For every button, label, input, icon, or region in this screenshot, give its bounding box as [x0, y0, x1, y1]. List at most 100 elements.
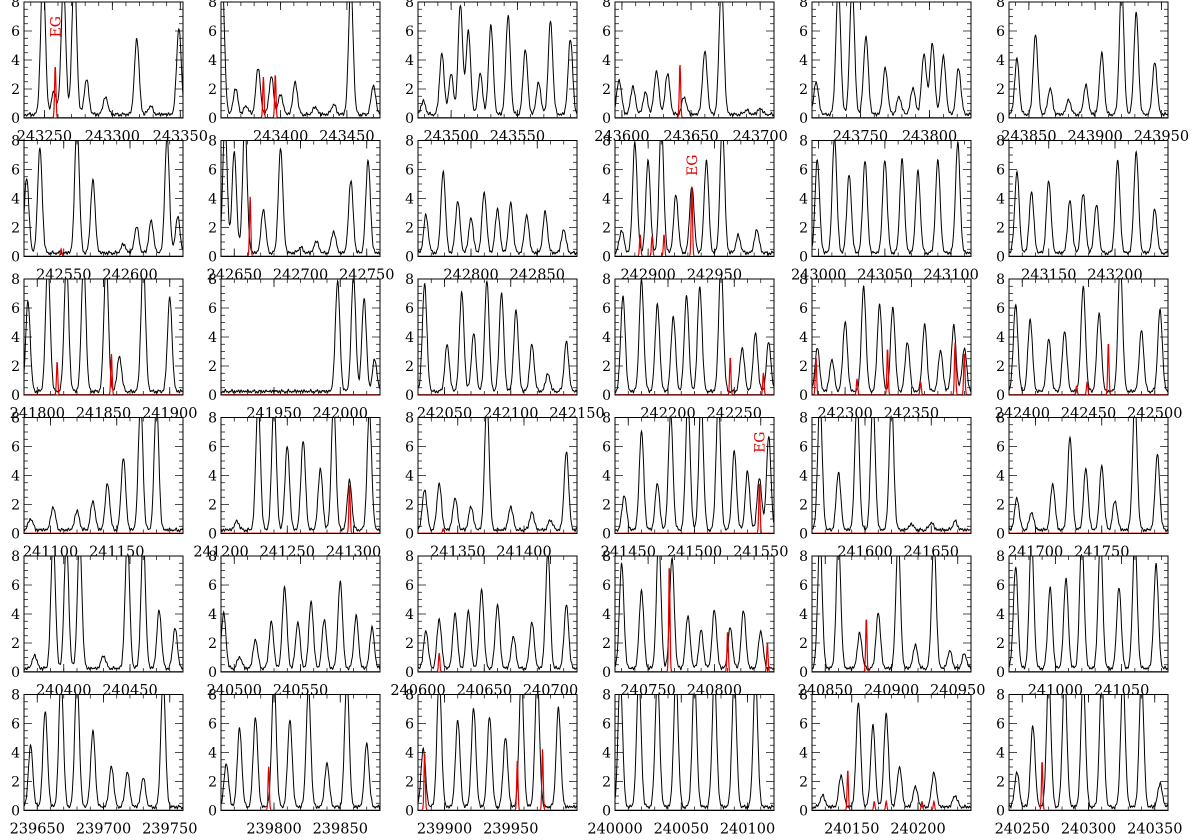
- x-tick-label: 243350: [153, 129, 208, 145]
- y-tick-label: 8: [602, 549, 611, 565]
- observed-spectrum: [812, 285, 971, 393]
- observed-spectrum: [418, 417, 577, 533]
- x-tick-label: 239700: [76, 822, 131, 838]
- y-tick-label: 0: [602, 111, 611, 127]
- observed-spectrum: [418, 279, 577, 394]
- y-tick-label: 6: [996, 440, 1005, 456]
- panel-frame: [220, 694, 381, 811]
- observed-spectrum: [812, 556, 971, 672]
- x-tick-label: 243650: [663, 129, 718, 145]
- panel-frame: [614, 417, 775, 534]
- y-tick-label: 0: [405, 111, 414, 127]
- y-tick-label: 6: [405, 301, 414, 317]
- observed-spectrum: [24, 417, 183, 533]
- observed-spectrum: [24, 140, 183, 257]
- y-tick-label: 8: [405, 272, 414, 288]
- y-tick-label: 0: [208, 111, 217, 127]
- y-tick-label: 2: [799, 359, 808, 375]
- y-tick-label: 4: [405, 330, 414, 346]
- y-tick-label: 2: [405, 359, 414, 375]
- y-tick-label: 6: [602, 440, 611, 456]
- y-tick-label: 0: [11, 111, 20, 127]
- x-tick-label: 242350: [884, 406, 939, 422]
- panel-frame: [23, 1, 184, 119]
- y-tick-label: 6: [799, 24, 808, 40]
- y-tick-label: 2: [208, 498, 217, 514]
- observed-spectrum: [1009, 149, 1168, 256]
- x-tick-label: 240150: [824, 822, 879, 838]
- y-tick-label: 6: [405, 163, 414, 179]
- y-tick-label: 6: [602, 301, 611, 317]
- y-tick-label: 2: [405, 636, 414, 652]
- y-tick-label: 6: [11, 24, 20, 40]
- y-tick-label: 6: [208, 301, 217, 317]
- panel-5: 0 2 4 6 8 243750 243800: [799, 0, 972, 145]
- panel-frame: [614, 278, 775, 396]
- panel-frame: [1008, 694, 1169, 811]
- panel-frame: [417, 1, 578, 119]
- y-tick-label: 4: [799, 192, 808, 208]
- x-tick-label: 239750: [142, 822, 197, 838]
- y-tick-label: 8: [799, 411, 808, 427]
- x-tick-label: 239900: [417, 822, 472, 838]
- panel-36: 0 2 4 6 8 240250 240300 240350: [995, 688, 1183, 838]
- panel-frame: [23, 278, 184, 396]
- y-tick-label: 4: [405, 53, 414, 69]
- y-tick-label: 4: [996, 469, 1005, 485]
- y-tick-label: 0: [208, 665, 217, 681]
- y-tick-label: 6: [208, 717, 217, 733]
- y-tick-label: 8: [405, 549, 414, 565]
- y-tick-label: 6: [11, 163, 20, 179]
- panel-frame: [811, 555, 972, 673]
- y-tick-label: 2: [208, 359, 217, 375]
- y-tick-label: 4: [799, 469, 808, 485]
- y-tick-label: 6: [996, 578, 1005, 594]
- observed-spectrum: [221, 417, 380, 533]
- y-tick-label: 2: [11, 82, 20, 98]
- panel-frame: [23, 694, 184, 811]
- panel-32: 0 2 4 6 8 239800 239850: [208, 688, 381, 838]
- y-tick-label: 8: [208, 134, 217, 150]
- y-tick-label: 6: [996, 163, 1005, 179]
- x-tick-label: 243550: [490, 129, 545, 145]
- y-tick-label: 0: [11, 665, 20, 681]
- model-spectrum: [221, 766, 380, 811]
- y-tick-label: 2: [405, 498, 414, 514]
- y-tick-label: 0: [799, 665, 808, 681]
- observed-spectrum: [24, 694, 183, 810]
- y-tick-label: 2: [602, 498, 611, 514]
- y-tick-label: 8: [602, 411, 611, 427]
- panel-10: 0 2 4 6 8 242900 242950 EG: [602, 134, 775, 284]
- y-tick-label: 4: [996, 53, 1005, 69]
- y-tick-label: 8: [996, 134, 1005, 150]
- x-tick-label: 240000: [587, 822, 642, 838]
- y-tick-label: 0: [405, 527, 414, 543]
- y-tick-label: 2: [996, 82, 1005, 98]
- y-tick-label: 2: [996, 221, 1005, 237]
- y-tick-label: 8: [405, 688, 414, 704]
- y-tick-label: 0: [799, 111, 808, 127]
- panel-frame: [23, 417, 184, 534]
- panel-frame: [811, 140, 972, 257]
- y-tick-label: 0: [11, 388, 20, 404]
- y-tick-label: 8: [11, 411, 20, 427]
- y-tick-label: 4: [405, 469, 414, 485]
- y-tick-label: 0: [602, 527, 611, 543]
- observed-spectrum: [221, 2, 380, 117]
- observed-spectrum: [418, 694, 577, 810]
- y-tick-label: 8: [996, 688, 1005, 704]
- y-tick-label: 4: [11, 746, 20, 762]
- y-tick-label: 6: [11, 578, 20, 594]
- x-tick-label: 240350: [1127, 822, 1182, 838]
- y-tick-label: 0: [405, 804, 414, 820]
- panel-frame: [811, 278, 972, 396]
- panel-frame: [23, 140, 184, 257]
- y-tick-label: 2: [208, 636, 217, 652]
- observed-spectrum: [812, 2, 971, 118]
